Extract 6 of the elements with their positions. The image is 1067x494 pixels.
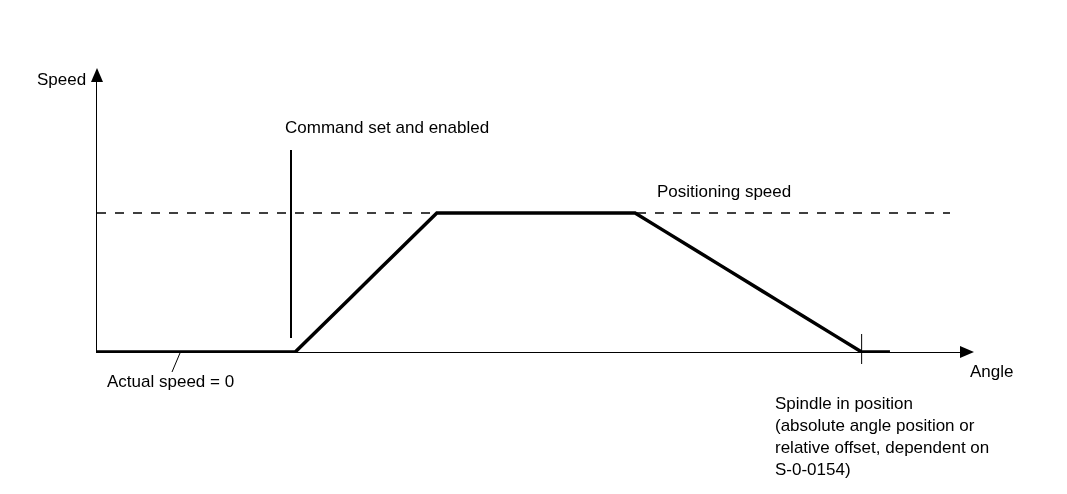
text: Speed: [37, 70, 87, 89]
ref-line-label: Positioning speed: [657, 182, 792, 201]
x-axis-title: Angle: [970, 362, 1014, 381]
text: Actual speed = 0: [107, 372, 235, 391]
text: Command set and enabled: [285, 118, 490, 137]
text: Spindle in position (absolute angle position or relative offset, dependent on S-0-0154): [775, 394, 990, 480]
